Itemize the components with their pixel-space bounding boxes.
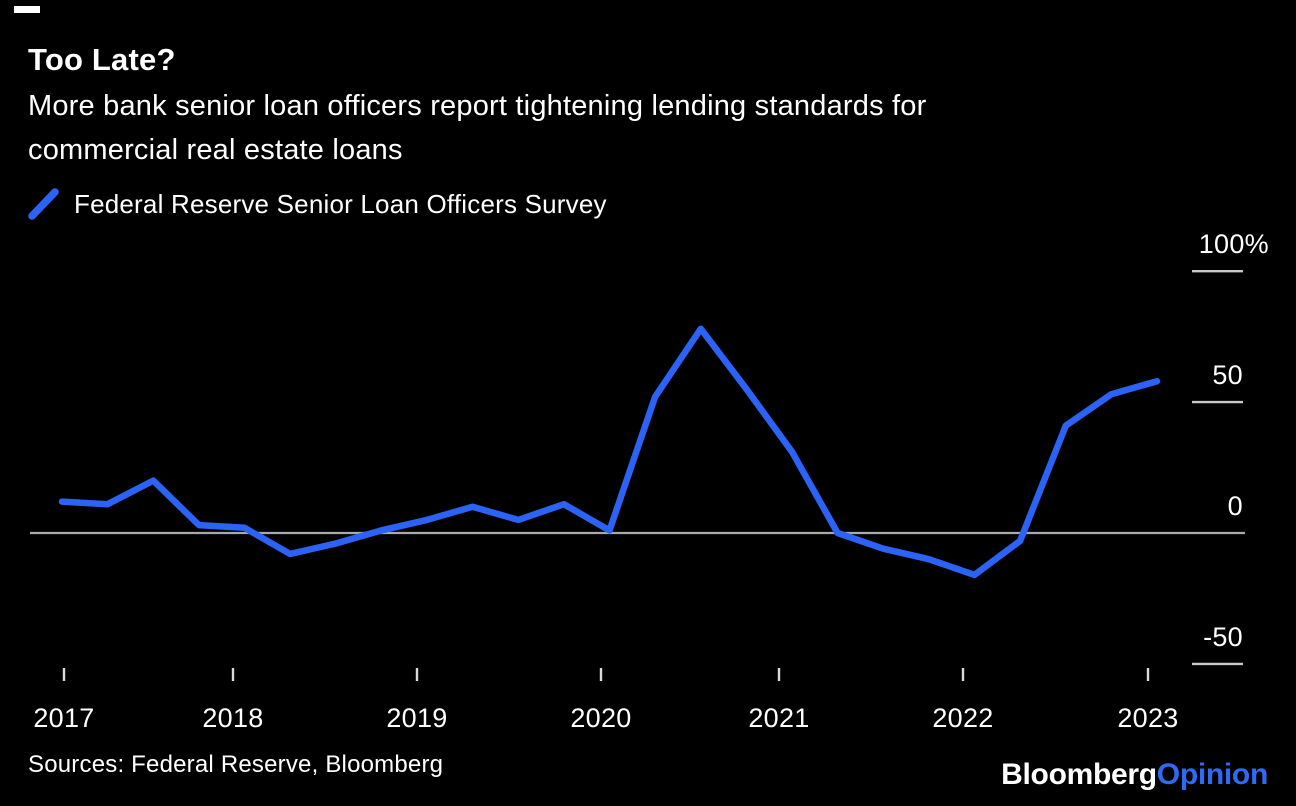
brand-topline-dash — [14, 6, 40, 13]
logo-opinion: Opinion — [1156, 758, 1269, 791]
chart-title: Too Late? — [28, 42, 176, 77]
x-axis-label: 2019 — [386, 703, 448, 733]
x-axis-label: 2018 — [202, 703, 264, 733]
x-axis-label: 2022 — [932, 703, 994, 733]
legend-line-mark-icon — [28, 188, 59, 220]
y-axis-label: 0 — [1227, 491, 1243, 521]
chart-subtitle: More bank senior loan officers report ti… — [28, 84, 927, 172]
legend-label: Federal Reserve Senior Loan Officers Sur… — [74, 188, 607, 219]
logo-bloomberg: Bloomberg — [1001, 758, 1157, 791]
subtitle-line-1: More bank senior loan officers report ti… — [28, 90, 927, 122]
y-axis-label: 50 — [1212, 360, 1243, 391]
subtitle-line-2: commercial real estate loans — [28, 134, 403, 166]
y-axis-label: 100% — [1198, 229, 1269, 260]
bloomberg-opinion-logo: BloombergOpinion — [1001, 758, 1268, 792]
series-line — [58, 325, 1161, 579]
sources-note: Sources: Federal Reserve, Bloomberg — [28, 751, 444, 778]
y-axis-label: -50 — [1203, 621, 1243, 652]
x-axis-label: 2021 — [748, 703, 810, 733]
x-axis-label: 2020 — [570, 703, 632, 733]
x-axis-label: 2023 — [1117, 703, 1179, 733]
legend: Federal Reserve Senior Loan Officers Sur… — [28, 186, 607, 222]
x-axis-label: 2017 — [33, 703, 95, 733]
